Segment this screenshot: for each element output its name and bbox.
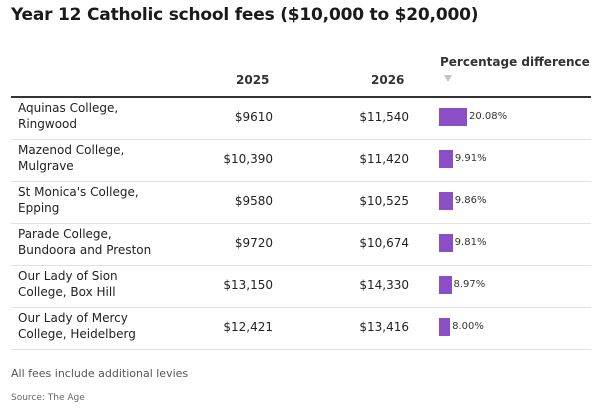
- school-name: Aquinas College, Ringwood: [18, 101, 119, 131]
- percentage-bar: [439, 192, 453, 210]
- column-header-percentage-difference[interactable]: Percentage difference: [440, 55, 590, 69]
- fee-2025: $10,390: [223, 152, 273, 166]
- fee-2025: $9610: [234, 110, 273, 124]
- column-header-2026[interactable]: 2026: [371, 73, 405, 87]
- fee-2026: $10,674: [359, 236, 409, 250]
- school-name: Mazenod College, Mulgrave: [18, 143, 125, 173]
- percentage-label: 20.08%: [469, 111, 508, 122]
- fee-2026: $11,540: [359, 110, 409, 124]
- percentage-label: 8.00%: [452, 321, 484, 332]
- percentage-bar: [439, 234, 453, 252]
- percentage-label: 9.91%: [454, 153, 487, 164]
- column-header-2025[interactable]: 2025: [236, 73, 270, 87]
- percentage-bar: [439, 150, 453, 168]
- percentage-bar: [439, 318, 451, 336]
- fee-2026: $11,420: [359, 152, 409, 166]
- sort-desc-icon[interactable]: [444, 75, 452, 82]
- table-row: Our Lady of Mercy College, Heidelberg $12…: [11, 308, 591, 350]
- fee-2025: $9580: [234, 194, 273, 208]
- header-rule: [11, 96, 591, 98]
- school-name: Parade College, Bundoora and Preston: [18, 227, 152, 257]
- percentage-bar: [439, 108, 467, 126]
- percentage-bar: [439, 276, 452, 294]
- fee-2026: $14,330: [359, 278, 409, 292]
- fee-2026: $13,416: [359, 320, 409, 334]
- percentage-label: 8.97%: [453, 279, 486, 290]
- chart-title: Year 12 Catholic school fees ($10,000 to…: [11, 5, 479, 25]
- table-row: Mazenod College, Mulgrave $10,390 $11,420 9…: [11, 140, 591, 182]
- source-credit: Source: The Age: [11, 393, 85, 403]
- table-row: Parade College, Bundoora and Preston $972…: [11, 224, 591, 266]
- fee-2025: $13,150: [223, 278, 273, 292]
- percentage-label: 9.81%: [454, 237, 487, 248]
- table-row: Aquinas College, Ringwood $9610 $11,540 20.…: [11, 98, 591, 140]
- school-name: Our Lady of Mercy College, Heidelberg: [18, 311, 136, 341]
- table-row: St Monica's College, Epping $9580 $10,525 9…: [11, 182, 591, 224]
- footnote: All fees include additional levies: [11, 367, 189, 380]
- table-row: Our Lady of Sion College, Box Hill $13,15…: [11, 266, 591, 308]
- school-name: Our Lady of Sion College, Box Hill: [18, 269, 118, 299]
- fee-2026: $10,525: [359, 194, 409, 208]
- percentage-label: 9.86%: [454, 195, 487, 206]
- school-name: St Monica's College, Epping: [18, 185, 139, 215]
- fee-2025: $9720: [234, 236, 273, 250]
- fee-2025: $12,421: [223, 320, 273, 334]
